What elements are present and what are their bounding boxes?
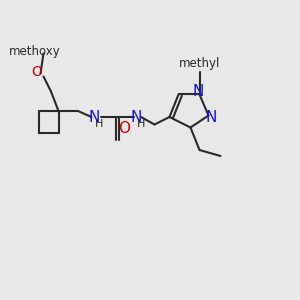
Text: methoxy: methoxy [9,44,60,58]
Text: N: N [131,110,142,124]
Text: N: N [89,110,100,124]
Text: H: H [137,118,145,129]
Text: methyl: methyl [179,56,220,70]
Text: O: O [118,121,130,136]
Text: N: N [205,110,217,125]
Text: N: N [192,84,204,99]
Text: O: O [32,65,42,79]
Text: H: H [95,118,103,129]
